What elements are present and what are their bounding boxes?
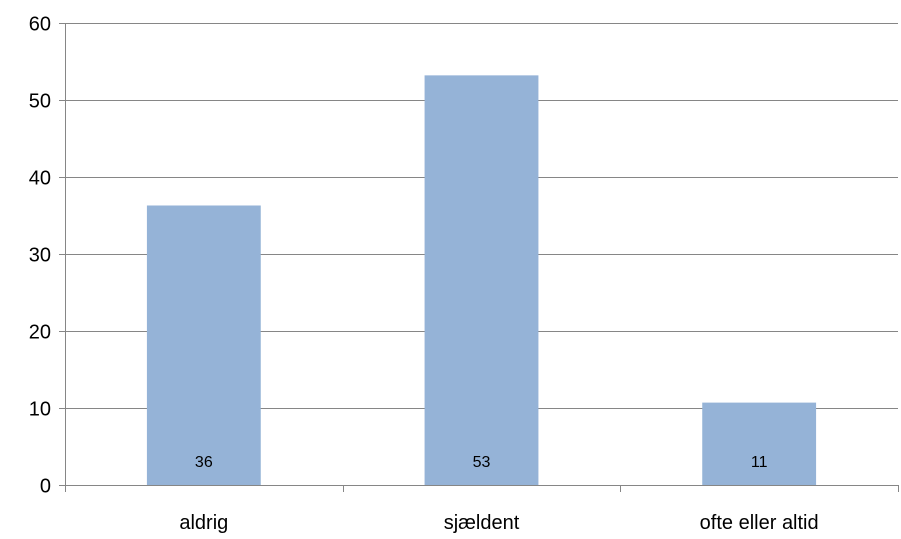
bar-ofte-eller-altid (702, 402, 817, 485)
x-category-label: ofte eller altid (700, 512, 819, 534)
x-category-label: aldrig (179, 512, 228, 534)
bar-data-label: 36 (195, 454, 213, 471)
y-tick-label: 30 (29, 245, 51, 267)
y-tick-labels: 0 10 20 30 40 50 60 (29, 14, 51, 498)
bar-data-label: 53 (473, 454, 491, 471)
y-tick-label: 20 (29, 322, 51, 344)
y-tick-label: 10 (29, 399, 51, 421)
axes (59, 23, 899, 492)
y-tick-label: 0 (40, 476, 51, 498)
y-tick-label: 60 (29, 14, 51, 36)
bars (146, 75, 817, 486)
y-tick-label: 40 (29, 168, 51, 190)
x-tick-labels: aldrig sjældent ofte eller altid (179, 512, 818, 534)
data-labels: 36 53 11 (195, 454, 768, 471)
bar-aldrig (146, 205, 261, 486)
y-tick-label: 50 (29, 91, 51, 113)
bar-sjældent (424, 75, 539, 486)
x-category-label: sjældent (444, 512, 520, 534)
bar-data-label: 11 (751, 454, 768, 471)
